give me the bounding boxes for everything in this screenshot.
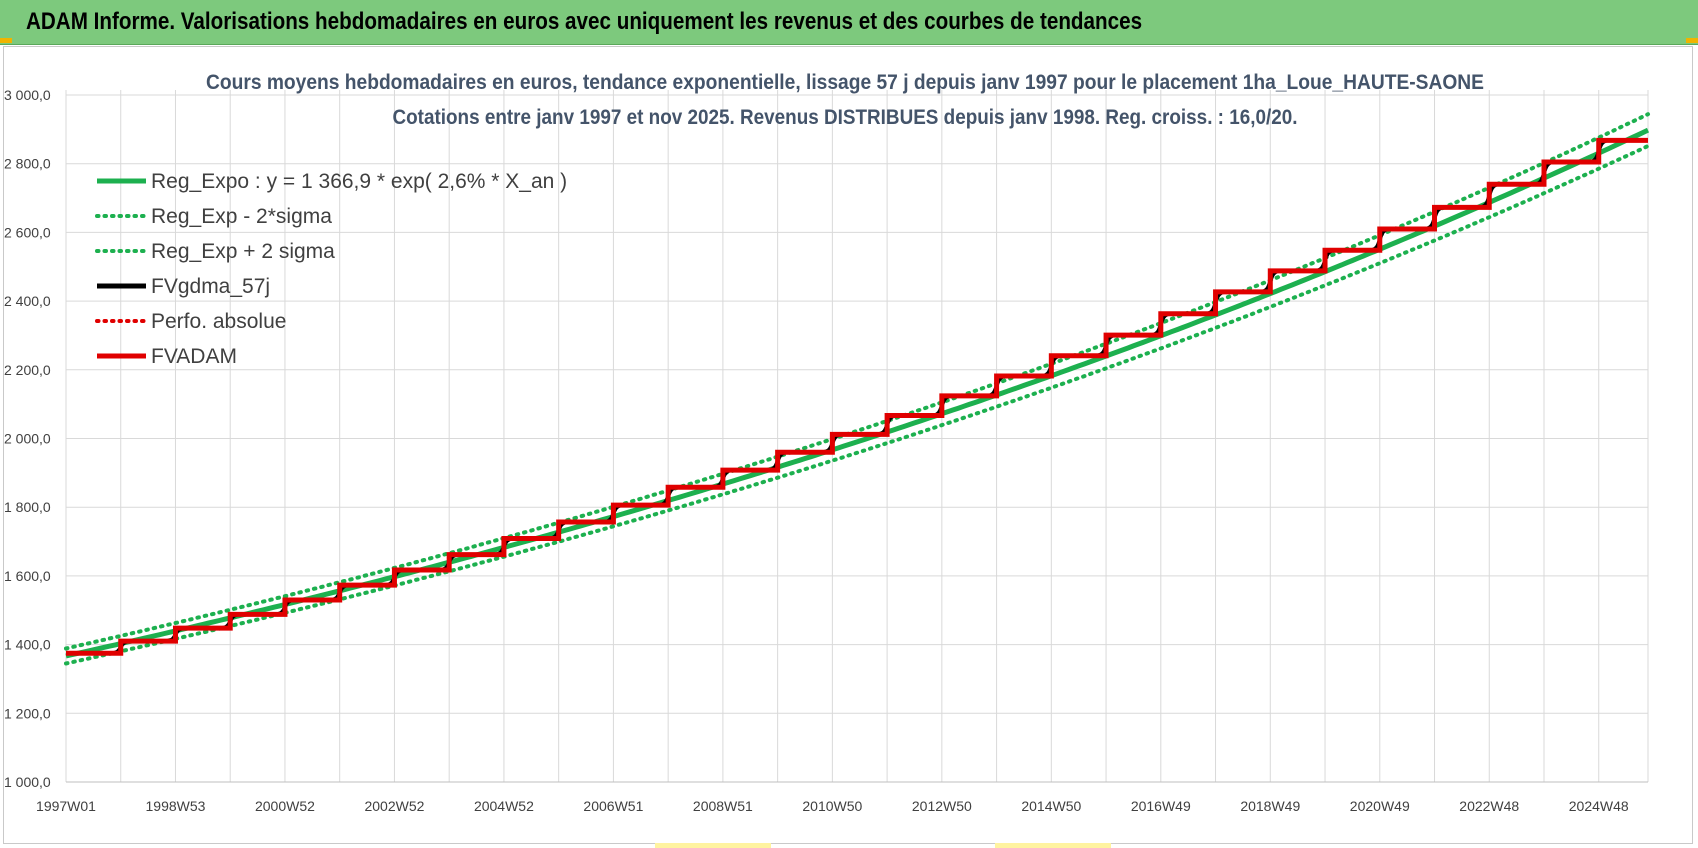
y-tick-label: 2 800,0 [4, 156, 51, 172]
x-tick-label: 2024W48 [1569, 798, 1629, 814]
x-tick-label: 1998W53 [146, 798, 206, 814]
x-tick-label: 2018W49 [1240, 798, 1300, 814]
y-tick-label: 1 800,0 [4, 499, 51, 515]
report-header: ADAM Informe. Valorisations hebdomadaire… [0, 0, 1698, 45]
y-tick-label: 3 000,0 [4, 87, 51, 103]
x-tick-label: 2014W50 [1021, 798, 1081, 814]
legend-label: FVADAM [151, 345, 237, 368]
chart-legend: Reg_Expo : y = 1 366,9 * exp( 2,6% * X_a… [95, 170, 567, 368]
legend-label: Perfo. absolue [151, 310, 286, 333]
y-tick-label: 1 000,0 [4, 774, 51, 790]
y-axis-ticks: 1 000,0 1 200,0 1 400,0 1 600,0 1 800,0 2 000… [4, 87, 51, 790]
y-tick-label: 2 000,0 [4, 431, 51, 447]
y-tick-label: 2 200,0 [4, 362, 51, 378]
x-tick-label: 2000W52 [255, 798, 315, 814]
sheet-tab-2[interactable] [995, 843, 1111, 848]
x-tick-label: 2002W52 [364, 798, 424, 814]
x-tick-label: 2004W52 [474, 798, 534, 814]
chart-title: Cours moyens hebdomadaires en euros, ten… [206, 71, 1484, 94]
series-fvadam [66, 137, 1648, 656]
header-corner-right [1686, 38, 1698, 43]
x-tick-label: 2008W51 [693, 798, 753, 814]
plot-area [64, 112, 1650, 666]
x-tick-label: 2006W51 [583, 798, 643, 814]
y-tick-label: 1 600,0 [4, 568, 51, 584]
x-tick-label: 2010W50 [802, 798, 862, 814]
x-tick-label: 1997W01 [36, 798, 96, 814]
sheet-tab-1[interactable] [655, 843, 771, 848]
legend-label: Reg_Exp + 2 sigma [151, 240, 335, 263]
x-tick-label: 2020W49 [1350, 798, 1410, 814]
x-tick-label: 2012W50 [912, 798, 972, 814]
report-title: ADAM Informe. Valorisations hebdomadaire… [26, 8, 1143, 35]
series-reg-plus-2sigma [64, 112, 1650, 651]
legend-label: Reg_Exp - 2*sigma [151, 205, 332, 228]
x-tick-label: 2016W49 [1131, 798, 1191, 814]
header-corner-left [0, 38, 12, 43]
x-tick-label: 2022W48 [1459, 798, 1519, 814]
y-tick-label: 1 400,0 [4, 637, 51, 653]
series-reg-expo [65, 127, 1650, 659]
y-tick-label: 2 600,0 [4, 224, 51, 240]
chart-subtitle: Cotations entre janv 1997 et nov 2025. R… [393, 106, 1298, 129]
legend-label: Reg_Expo : y = 1 366,9 * exp( 2,6% * X_a… [151, 170, 567, 193]
legend-label: FVgdma_57j [151, 275, 270, 298]
x-axis-ticks: 1997W01 1998W53 2000W52 2002W52 2004W52 2006W… [36, 798, 1629, 814]
y-tick-label: 1 200,0 [4, 705, 51, 721]
y-tick-label: 2 400,0 [4, 293, 51, 309]
